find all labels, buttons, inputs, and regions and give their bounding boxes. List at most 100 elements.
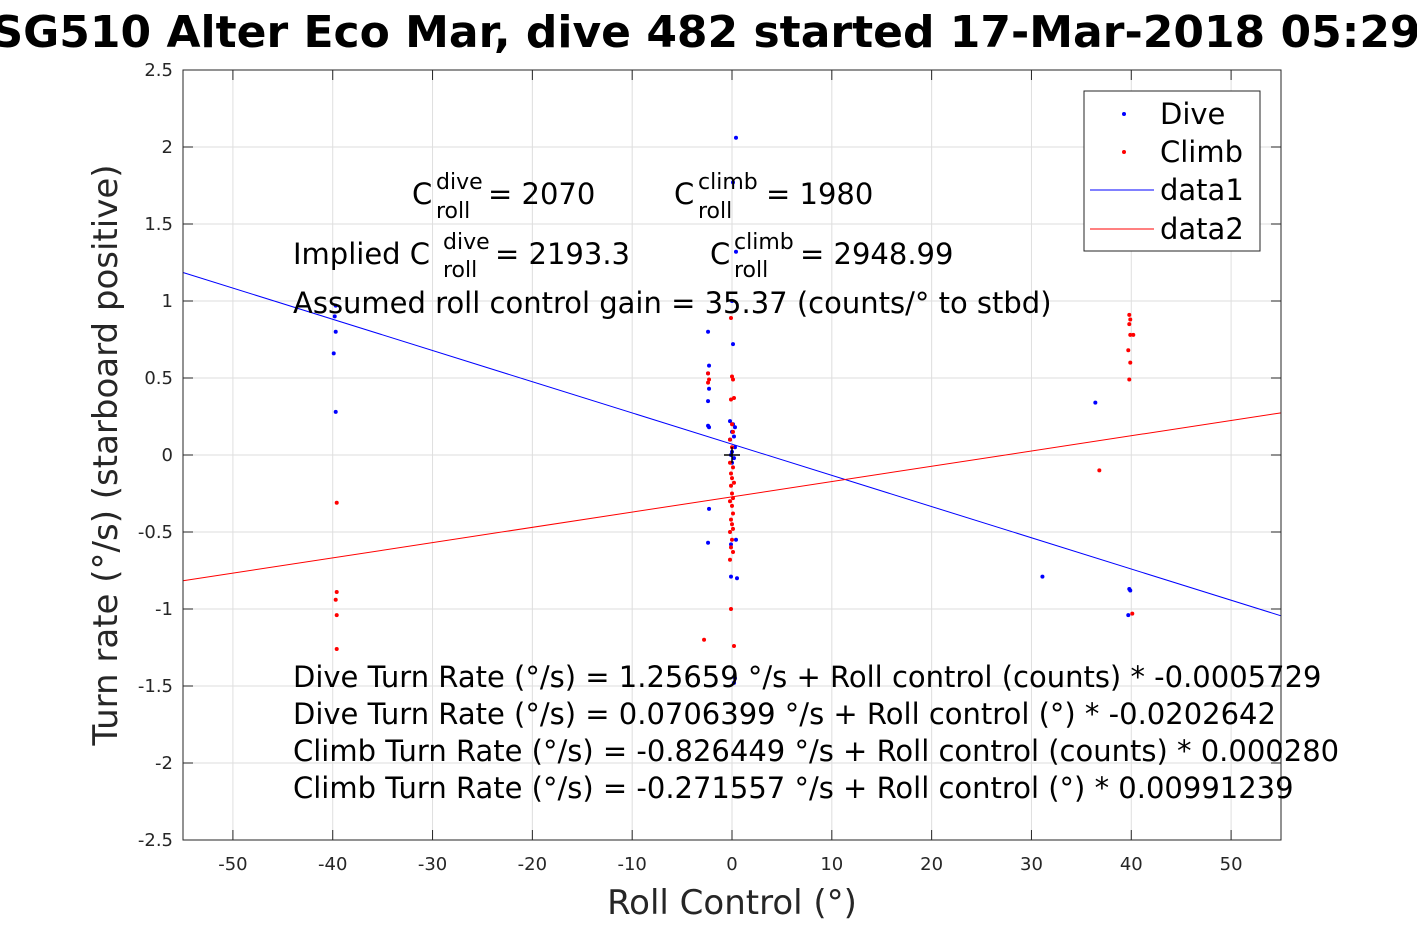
climb-point xyxy=(731,396,736,401)
implied-c-roll-climb: C xyxy=(710,237,730,271)
climb-point xyxy=(730,429,735,434)
climb-point xyxy=(730,476,734,481)
chart-title: SG510 Alter Eco Mar, dive 482 started 17… xyxy=(0,7,1417,58)
dive-point xyxy=(728,419,733,424)
climb-point xyxy=(706,371,711,376)
dive-point xyxy=(1126,613,1131,618)
dive-point xyxy=(731,456,736,461)
c-roll-dive-sub: roll xyxy=(436,199,470,224)
climb-point xyxy=(730,511,735,516)
legend-climb-marker xyxy=(1122,150,1126,154)
climb-point xyxy=(730,491,734,496)
dive-point xyxy=(706,399,711,404)
legend-dive-label: Dive xyxy=(1160,97,1225,131)
climb-point xyxy=(1126,348,1131,353)
dive-point xyxy=(706,329,711,334)
climb-point xyxy=(1127,322,1132,327)
dive-point xyxy=(1040,574,1045,579)
c-roll-dive: C xyxy=(412,177,432,211)
climb-point xyxy=(730,374,734,379)
climb-point xyxy=(702,637,707,642)
climb-point xyxy=(334,500,339,505)
y-tick-label: -0.5 xyxy=(138,522,173,543)
climb-point xyxy=(729,315,734,320)
dive-point xyxy=(732,676,737,681)
climb-point xyxy=(729,607,734,611)
x-tick-label: -30 xyxy=(418,854,447,875)
climb-point xyxy=(730,465,735,470)
climb-point xyxy=(729,397,734,402)
legend-data2-label: data2 xyxy=(1160,212,1244,246)
y-tick-label: -2 xyxy=(155,753,173,774)
x-tick-label: 40 xyxy=(1120,854,1143,875)
x-tick-label: 50 xyxy=(1220,854,1243,875)
climb-point xyxy=(730,503,734,508)
dive-point xyxy=(331,351,336,356)
dive-point xyxy=(707,363,712,368)
climb-point xyxy=(1128,332,1133,337)
climb-point xyxy=(730,522,734,527)
y-tick-label: 1.5 xyxy=(144,214,173,235)
implied-dive-sup: dive xyxy=(443,230,490,255)
x-tick-label: -20 xyxy=(518,854,547,875)
climb-point xyxy=(1127,312,1132,317)
roll-gain-annotation: Assumed roll control gain = 35.37 (count… xyxy=(293,286,1052,320)
climb-point xyxy=(731,643,736,648)
dive-point xyxy=(733,249,738,254)
c-roll-climb-value: = 1980 xyxy=(766,177,873,211)
dive-point xyxy=(733,537,738,542)
c-roll-dive-sup: dive xyxy=(436,170,483,195)
x-tick-label: -10 xyxy=(617,854,646,875)
x-tick-label: 0 xyxy=(726,854,737,875)
implied-climb-value: = 2948.99 xyxy=(800,237,953,271)
dive-point xyxy=(731,434,736,439)
x-axis-label: Roll Control (°) xyxy=(607,883,857,923)
climb-point xyxy=(1097,468,1102,473)
climb-point xyxy=(334,647,339,652)
dive-point xyxy=(732,445,737,450)
climb-point xyxy=(334,590,339,595)
legend-climb-label: Climb xyxy=(1160,135,1243,169)
x-tick-label: -40 xyxy=(318,854,347,875)
x-tick-label: -50 xyxy=(218,854,247,875)
equation-dive-counts: Dive Turn Rate (°/s) = 1.25659 °/s + Rol… xyxy=(293,660,1321,694)
scatter-points xyxy=(331,135,1136,685)
climb-point xyxy=(1128,317,1133,322)
y-tick-label: 0.5 xyxy=(144,368,173,389)
fit-equations: Dive Turn Rate (°/s) = 1.25659 °/s + Rol… xyxy=(293,660,1339,805)
climb-point xyxy=(728,499,733,504)
x-axis-ticks: -50 -40 -30 -20 -10 0 10 20 30 40 50 xyxy=(218,70,1243,875)
climb-point xyxy=(730,550,735,555)
implied-climb-sub: roll xyxy=(734,258,768,283)
implied-dive-sub: roll xyxy=(443,258,477,283)
climb-point xyxy=(1131,332,1136,337)
dive-point xyxy=(730,342,735,347)
axes-frame xyxy=(182,69,1282,841)
legend-data1-label: data1 xyxy=(1160,173,1244,207)
climb-point xyxy=(729,483,734,488)
climb-point xyxy=(334,613,339,618)
c-roll-climb: C xyxy=(674,177,694,211)
dive-point xyxy=(734,576,739,581)
y-tick-label: -2.5 xyxy=(138,830,173,851)
climb-point xyxy=(729,517,734,522)
equation-climb-degrees: Climb Turn Rate (°/s) = -0.271557 °/s + … xyxy=(293,771,1294,805)
dive-point xyxy=(729,542,734,547)
climb-point xyxy=(730,422,734,427)
climb-point xyxy=(730,526,735,531)
implied-dive-value: = 2193.3 xyxy=(495,237,630,271)
dive-point xyxy=(333,303,338,308)
legend-dive-marker xyxy=(1122,112,1126,116)
y-axis-label: Turn rate (°/s) (starboard positive) xyxy=(86,164,126,746)
y-axis-ticks: -2.5 -2 -1.5 -1 -0.5 0 0.5 1 1.5 2 2.5 xyxy=(138,60,1281,851)
climb-point xyxy=(729,545,734,550)
climb-point xyxy=(728,460,733,465)
origin-marker xyxy=(724,447,740,463)
climb-point xyxy=(1130,611,1135,616)
climb-point xyxy=(730,377,735,382)
legend-box xyxy=(1083,90,1261,252)
dive-point xyxy=(1093,400,1098,405)
implied-c-roll-dive: Implied C xyxy=(293,237,430,271)
climb-point xyxy=(1127,377,1132,382)
